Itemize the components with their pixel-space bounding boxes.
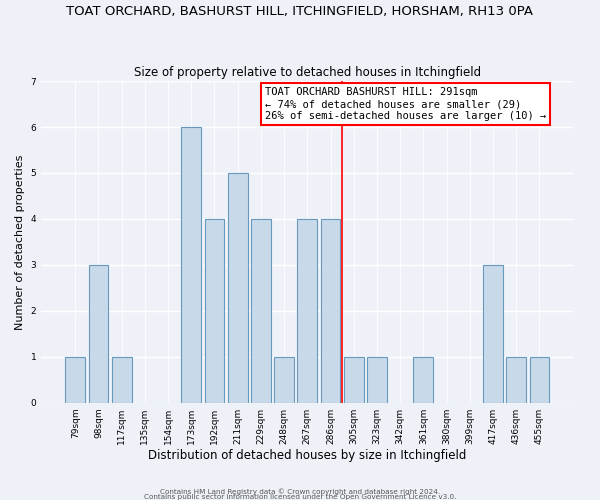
Title: Size of property relative to detached houses in Itchingfield: Size of property relative to detached ho… [134,66,481,78]
Bar [65,357,85,403]
Bar [205,219,224,402]
Bar [413,357,433,403]
Bar [228,173,248,402]
Bar [112,357,131,403]
Text: TOAT ORCHARD, BASHURST HILL, ITCHINGFIELD, HORSHAM, RH13 0PA: TOAT ORCHARD, BASHURST HILL, ITCHINGFIEL… [67,5,533,18]
Text: Contains HM Land Registry data © Crown copyright and database right 2024.: Contains HM Land Registry data © Crown c… [160,488,440,495]
Bar [298,219,317,402]
Text: Contains public sector information licensed under the Open Government Licence v3: Contains public sector information licen… [144,494,456,500]
Bar [344,357,364,403]
Bar [506,357,526,403]
Bar [320,219,340,402]
Bar [251,219,271,402]
Bar [181,127,201,402]
Bar [367,357,387,403]
X-axis label: Distribution of detached houses by size in Itchingfield: Distribution of detached houses by size … [148,450,466,462]
Bar [483,265,503,402]
Bar [530,357,549,403]
Bar [89,265,108,402]
Y-axis label: Number of detached properties: Number of detached properties [15,154,25,330]
Text: TOAT ORCHARD BASHURST HILL: 291sqm
← 74% of detached houses are smaller (29)
26%: TOAT ORCHARD BASHURST HILL: 291sqm ← 74%… [265,88,546,120]
Bar [274,357,294,403]
